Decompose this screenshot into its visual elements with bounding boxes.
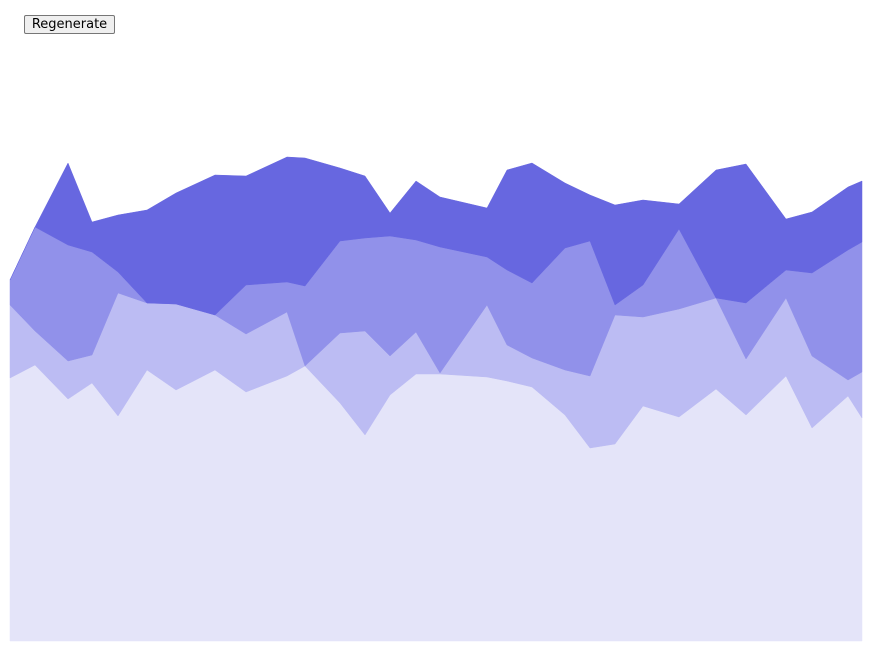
area — [9, 156, 863, 316]
area — [9, 364, 863, 642]
regenerate-button[interactable]: Regenerate — [24, 15, 115, 34]
